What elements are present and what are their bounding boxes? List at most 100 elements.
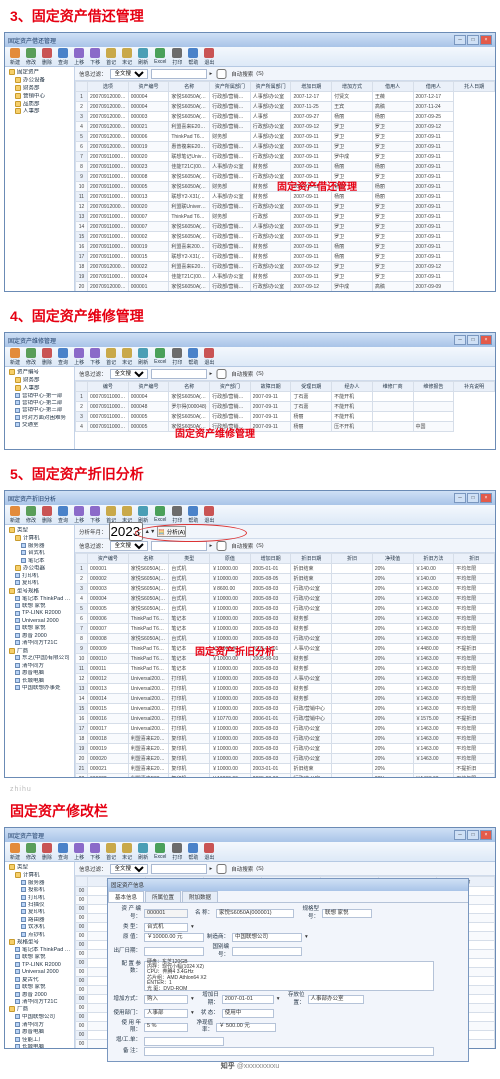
tree-node[interactable]: 长城电脑 bbox=[7, 678, 72, 685]
tool-退出[interactable]: 退出 bbox=[202, 506, 216, 524]
min-btn[interactable]: ─ bbox=[454, 830, 466, 840]
tool-新建[interactable]: 新建 bbox=[8, 48, 22, 66]
tree-node[interactable]: 规格型号 bbox=[7, 939, 72, 947]
table-row[interactable]: 820070911000015000023佳能T21C(000023)人事部/办… bbox=[76, 162, 495, 172]
max-btn[interactable]: □ bbox=[467, 493, 479, 503]
tool-末记[interactable]: 末记 bbox=[120, 48, 134, 66]
tree-node[interactable]: 营销中心 bbox=[7, 93, 72, 101]
close-btn[interactable]: × bbox=[480, 335, 492, 345]
table-row[interactable]: 12000012Universal2000(000012)打印机￥10000.0… bbox=[76, 674, 495, 684]
field-factory[interactable] bbox=[144, 947, 204, 956]
tree-node[interactable]: 惠普电脑 bbox=[7, 670, 72, 677]
filter-input[interactable] bbox=[151, 69, 207, 79]
tool-刷新[interactable]: 刷新 bbox=[136, 348, 150, 366]
tree-node[interactable]: 清华同方 bbox=[7, 1022, 72, 1029]
tab-extra[interactable]: 附加数据 bbox=[182, 891, 218, 902]
field-nation[interactable] bbox=[232, 947, 302, 956]
tool-Excel[interactable]: Excel bbox=[152, 48, 168, 65]
table-row[interactable]: 15000015Universal2000(000015)打印机￥10000.0… bbox=[76, 704, 495, 714]
table-row[interactable]: 1020070911000006000005家悦S6050A(000005)财务… bbox=[76, 182, 495, 192]
tree-node[interactable]: 财务部 bbox=[7, 377, 72, 385]
auto-search-check[interactable] bbox=[215, 369, 228, 379]
data-grid[interactable]: 选项资产编号名称资产所属部门资产所属部门增加日期增加方式借用人借用人托人日期12… bbox=[75, 81, 495, 291]
tree-panel[interactable]: 固定资产办公设备财务部营销中心品质部人事部 bbox=[5, 67, 75, 291]
tree-panel[interactable]: 类型计算机服务器台式机笔记本办公电器打印机复印机型号规格笔记本 ThinkPad… bbox=[5, 525, 75, 777]
close-btn[interactable]: × bbox=[480, 493, 492, 503]
field-status[interactable]: 使用中 bbox=[222, 1009, 274, 1018]
table-row[interactable]: 5000005家悦S6050A(000005)台式机￥10000.002005-… bbox=[76, 604, 495, 614]
table-row[interactable]: 21000021利盟喜来E200(000021复印机￥10000.002003-… bbox=[76, 764, 495, 774]
tool-退出[interactable]: 退出 bbox=[202, 843, 216, 861]
max-btn[interactable]: □ bbox=[467, 830, 479, 840]
titlebar[interactable]: 固定资产借还管理 ─ □ × bbox=[5, 33, 495, 47]
min-btn[interactable]: ─ bbox=[454, 493, 466, 503]
tool-末记[interactable]: 末记 bbox=[120, 348, 134, 366]
tool-打印[interactable]: 打印 bbox=[170, 348, 184, 366]
tree-node[interactable]: 类型 bbox=[7, 864, 72, 872]
auto-search-check[interactable] bbox=[215, 69, 228, 79]
table-row[interactable]: 2000002家悦S6050A(000002)台式机￥10000.002005-… bbox=[76, 574, 495, 584]
tool-末记[interactable]: 末记 bbox=[120, 843, 134, 861]
tree-node[interactable]: 复印机 bbox=[7, 909, 72, 916]
tree-node[interactable]: 服务器 bbox=[7, 880, 72, 887]
table-row[interactable]: 17000017Universal2000(000017)打印机￥10000.0… bbox=[76, 724, 495, 734]
tool-修改[interactable]: 修改 bbox=[24, 48, 38, 66]
table-row[interactable]: 320070912000009000003家悦S6050A(000003)行政部… bbox=[76, 112, 495, 122]
tree-node[interactable]: 扫描仪 bbox=[7, 902, 72, 909]
tree-node[interactable]: 清华同方T21C bbox=[7, 640, 72, 647]
table-row[interactable]: 10000010ThinkPad T60(000010)笔记本￥10000.00… bbox=[76, 654, 495, 664]
filter-input[interactable] bbox=[151, 369, 207, 379]
tree-node[interactable]: 厂商 bbox=[7, 1006, 72, 1014]
tool-刷新[interactable]: 刷新 bbox=[136, 843, 150, 861]
tool-下移[interactable]: 下移 bbox=[88, 506, 102, 524]
table-row[interactable]: 720070911000012000020联想笔记Universal2000(0… bbox=[76, 152, 495, 162]
tree-node[interactable]: 东芝(中国)有限公司 bbox=[7, 655, 72, 662]
data-grid[interactable]: 资产编号名称类型原值增加日期折旧日期折旧净残值折旧方法折旧1000001家悦S6… bbox=[75, 553, 495, 777]
tree-node[interactable]: 办公设备 bbox=[7, 77, 72, 85]
tree-node[interactable]: 佳能工厂 bbox=[7, 1037, 72, 1044]
tree-node[interactable]: 时对方面对困难务 bbox=[7, 415, 72, 422]
tree-node[interactable]: 打印机 bbox=[7, 895, 72, 902]
filter-input[interactable] bbox=[151, 864, 207, 874]
field-type[interactable]: 台式机 bbox=[144, 923, 188, 932]
tree-node[interactable]: Universal 2000 bbox=[7, 969, 72, 976]
tree-node[interactable]: 台式机 bbox=[7, 550, 72, 557]
tool-末记[interactable]: 末记 bbox=[120, 506, 134, 524]
tool-刷新[interactable]: 刷新 bbox=[136, 506, 150, 524]
table-row[interactable]: 920070911000008000008家悦S6050A(000008)行政部… bbox=[76, 172, 495, 182]
tree-node[interactable]: 惠普电脑 bbox=[7, 1029, 72, 1036]
tree-node[interactable]: 路由器 bbox=[7, 917, 72, 924]
tree-node[interactable]: 夏古代 bbox=[7, 977, 72, 984]
table-row[interactable]: 4000004家悦S6050A(000004)台式机￥10000.002005-… bbox=[76, 594, 495, 604]
table-row[interactable]: 14000014Universal2000(000014)打印机￥10000.0… bbox=[76, 694, 495, 704]
table-row[interactable]: 3000003家悦S6050A(000003)台式机￥8600.002005-0… bbox=[76, 584, 495, 594]
field-rate[interactable]: ￥ 500.00 元 bbox=[216, 1023, 276, 1032]
auto-search-check[interactable] bbox=[215, 864, 228, 874]
filter-mode-select[interactable]: 全文搜索 bbox=[110, 369, 148, 379]
table-row[interactable]: 8000008家悦S6050A(000008)台式机￥10000.002005-… bbox=[76, 634, 495, 644]
tool-Excel[interactable]: Excel bbox=[152, 348, 168, 365]
tool-查询[interactable]: 查询 bbox=[56, 348, 70, 366]
tree-node[interactable]: TP-LINK R2000 bbox=[7, 610, 72, 617]
table-row[interactable]: 100070911000001000004家悦S6050A(000004)行政部… bbox=[76, 392, 495, 402]
tree-panel[interactable]: 资产编号财务部人事部营销中心-第一部营销中心-第二部营销中心-第三部时对方面对困… bbox=[5, 367, 75, 449]
dialog-title[interactable]: 固定资产信息 bbox=[108, 879, 468, 891]
tool-首记[interactable]: 首记 bbox=[104, 843, 118, 861]
tree-node[interactable]: 中国联想办事处 bbox=[7, 685, 72, 692]
tool-下移[interactable]: 下移 bbox=[88, 843, 102, 861]
tool-打印[interactable]: 打印 bbox=[170, 48, 184, 66]
tool-新建[interactable]: 新建 bbox=[8, 348, 22, 366]
close-btn[interactable]: × bbox=[480, 35, 492, 45]
field-maker[interactable]: 中国联想公司 bbox=[232, 933, 302, 942]
analyze-button[interactable]: 🧮 分析(A) bbox=[157, 526, 186, 537]
tool-帮助[interactable]: 帮助 bbox=[186, 348, 200, 366]
min-btn[interactable]: ─ bbox=[454, 335, 466, 345]
tool-退出[interactable]: 退出 bbox=[202, 348, 216, 366]
tree-node[interactable]: Universal 2000 bbox=[7, 618, 72, 625]
tree-node[interactable]: 型号规格 bbox=[7, 588, 72, 596]
table-row[interactable]: 200070911000002000048罗尔得(000048)行政部/营销中心… bbox=[76, 402, 495, 412]
tool-新建[interactable]: 新建 bbox=[8, 843, 22, 861]
tool-Excel[interactable]: Excel bbox=[152, 506, 168, 523]
tool-下移[interactable]: 下移 bbox=[88, 48, 102, 66]
auto-search-check[interactable] bbox=[215, 541, 228, 551]
